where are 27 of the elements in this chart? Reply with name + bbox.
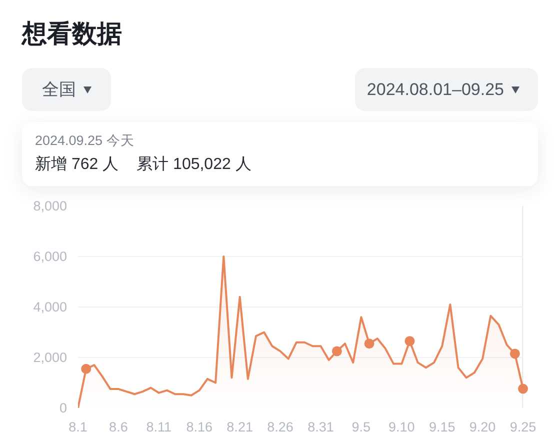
x-tick-label: 8.16 (186, 420, 212, 434)
x-tick-label: 9.20 (469, 420, 496, 434)
x-tick-label: 8.26 (267, 420, 294, 434)
point (364, 338, 374, 349)
point (332, 346, 342, 356)
region-dropdown: 全国 (22, 68, 111, 111)
x-tick-label: 9.10 (388, 420, 415, 434)
x-tick-label: 9.15 (428, 420, 456, 434)
x-tick-label: 8.21 (226, 420, 253, 434)
point (81, 364, 92, 374)
y-tick-label: 8,000 (33, 198, 67, 214)
x-tick-label: 9.5 (352, 420, 371, 434)
y-tick-label: 6,000 (33, 249, 67, 264)
chart-title: 想看数据 (22, 19, 122, 50)
y-tick-label: 0 (59, 400, 67, 416)
x-tick-label: 8.1 (68, 420, 88, 434)
x-tick-label: 9.25 (510, 420, 536, 434)
point (404, 336, 415, 346)
info-card: 2024.09.25 今天 新增 762 人 累计 105,022 人 (22, 122, 538, 186)
x-tick-label: 8.6 (109, 420, 128, 434)
y-tick-label: 4,000 (33, 300, 67, 315)
x-tick-label: 8.11 (146, 420, 172, 434)
y-tick-label: 2,000 (33, 350, 67, 366)
x-tick-label: 8.31 (308, 420, 334, 434)
point (518, 384, 528, 394)
date-range-dropdown: 2024.08.01–09.25 (354, 68, 538, 111)
point (510, 348, 520, 359)
